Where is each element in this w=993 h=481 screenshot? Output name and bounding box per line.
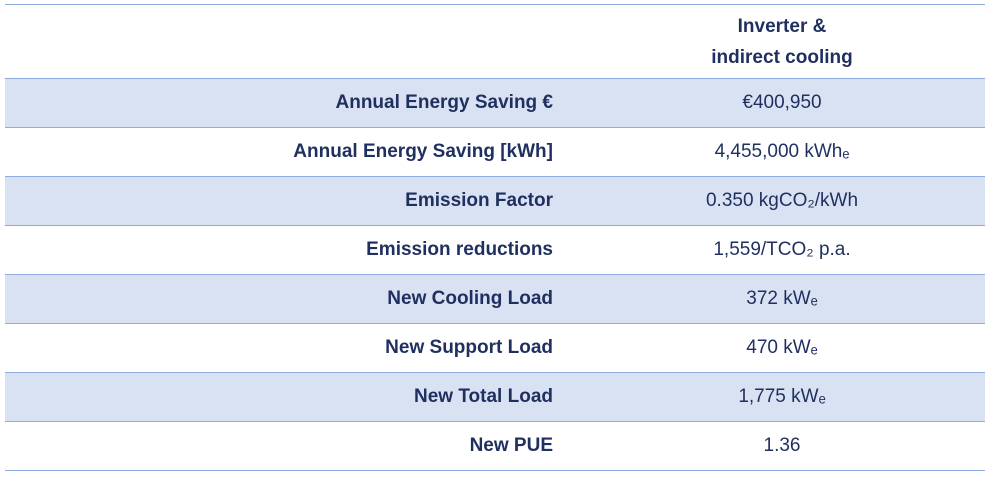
row-value: 1.36 [763,435,801,456]
table-row: Emission Factor 0.350 kgCO₂/kWh [5,177,985,226]
row-value: 372 kWₑ [746,288,818,309]
row-value: 0.350 kgCO₂/kWh [705,190,859,211]
row-value: 1,559/TCO₂ p.a. [713,239,851,260]
table-row: New Cooling Load 372 kWₑ [5,275,985,324]
table-row: New Total Load 1,775 kWₑ [5,373,985,422]
row-label: New Support Load [385,337,553,358]
row-label: Annual Energy Saving € [335,92,554,113]
row-value: 1,775 kWₑ [738,386,826,407]
column-header-line-1: Inverter & [737,15,827,37]
row-label: Emission reductions [366,239,553,260]
table-row: New Support Load 470 kWₑ [5,324,985,373]
column-header: Inverter & indirect cooling [569,5,985,78]
row-label: New Cooling Load [387,288,553,309]
header-empty-cell [5,5,569,78]
data-table: Inverter & indirect cooling Annual Energ… [5,4,985,471]
row-label: New Total Load [414,386,553,407]
table-row: Emission reductions 1,559/TCO₂ p.a. [5,226,985,275]
row-label: Annual Energy Saving [kWh] [293,141,553,162]
table-row: Annual Energy Saving [kWh] 4,455,000 kWh… [5,128,985,177]
table-row: New PUE 1.36 [5,422,985,471]
table-header: Inverter & indirect cooling [5,4,985,79]
row-label: New PUE [469,435,553,456]
table-row: Annual Energy Saving € €400,950 [5,79,985,128]
column-header-line-2: indirect cooling [711,46,853,68]
row-value: 4,455,000 kWhₑ [714,141,850,162]
row-value: €400,950 [742,92,822,113]
row-label: Emission Factor [405,190,553,211]
row-value: 470 kWₑ [746,337,818,358]
